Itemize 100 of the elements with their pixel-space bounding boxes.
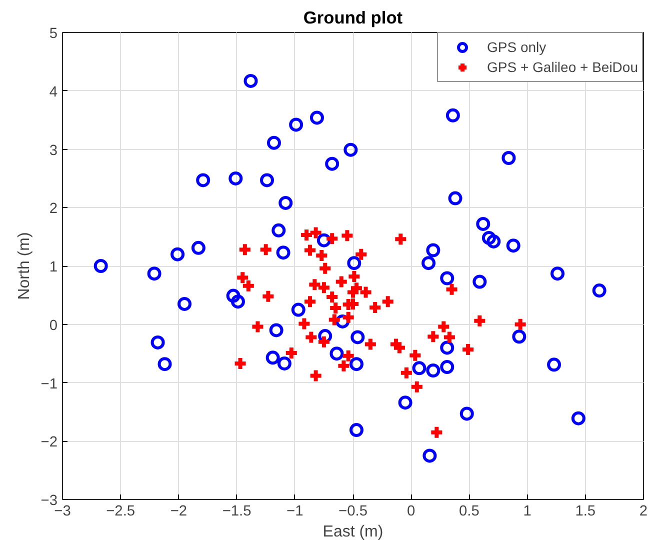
point (237, 242, 252, 258)
point (289, 118, 304, 132)
y-tick-label: 1 (49, 260, 58, 276)
point (307, 277, 322, 292)
x-tick-label: 0.5 (459, 504, 480, 520)
point (380, 294, 396, 310)
point (349, 357, 364, 372)
point (334, 274, 349, 290)
point (226, 288, 240, 303)
point (444, 282, 460, 297)
point (571, 411, 586, 426)
point (147, 266, 162, 281)
point (354, 246, 369, 262)
x-tick-label: −2.5 (106, 504, 136, 520)
point (178, 296, 192, 311)
point (426, 364, 440, 378)
point (150, 335, 165, 350)
point (316, 334, 332, 350)
point (250, 319, 266, 334)
point (486, 234, 501, 248)
point (266, 350, 280, 365)
point (350, 330, 365, 344)
point (392, 340, 407, 356)
x-tick-label: −1 (286, 504, 304, 520)
point (446, 108, 460, 122)
point (344, 142, 358, 157)
point (228, 171, 243, 186)
point (547, 358, 562, 372)
point (592, 284, 606, 298)
x-tick-label: −0.5 (338, 504, 368, 520)
point (476, 216, 490, 231)
point (318, 260, 333, 276)
legend-label: GPS only (487, 39, 546, 55)
point (408, 348, 423, 363)
point (448, 191, 462, 206)
point (230, 294, 245, 309)
x-tick-label: 2 (639, 504, 648, 520)
point (512, 316, 528, 332)
y-tick-label: 4 (49, 84, 58, 100)
point (316, 280, 332, 296)
point (440, 360, 454, 374)
point (324, 231, 340, 246)
point (429, 424, 444, 440)
point (482, 230, 496, 245)
point (398, 365, 414, 380)
point (512, 330, 526, 344)
point (412, 361, 426, 376)
point (304, 330, 319, 345)
point (409, 379, 424, 394)
point (325, 156, 340, 171)
y-tick-label: 0 (49, 318, 58, 334)
point (158, 357, 172, 372)
point (506, 238, 520, 253)
point (308, 368, 324, 384)
point (472, 274, 487, 289)
point (460, 406, 474, 421)
point (426, 243, 440, 258)
x-axis-title: East (m) (322, 524, 384, 540)
point (266, 136, 281, 150)
x-tick-label: −2 (170, 504, 188, 520)
point (277, 356, 292, 370)
point (472, 313, 488, 328)
x-tick-label: 1 (523, 504, 532, 520)
point (440, 271, 454, 286)
y-tick-label: 5 (49, 26, 58, 42)
point (422, 448, 437, 463)
point (291, 302, 306, 317)
point (196, 173, 210, 188)
chart-title: Ground plot (303, 8, 403, 28)
point (326, 312, 342, 328)
point (260, 173, 274, 188)
point (340, 310, 356, 325)
x-tick-label: 1.5 (575, 504, 596, 520)
x-tick-label: −1.5 (222, 504, 252, 520)
point (358, 284, 374, 300)
point (347, 256, 362, 270)
y-tick-label: 3 (49, 142, 58, 159)
point (436, 319, 452, 334)
point (191, 240, 206, 255)
point (244, 74, 258, 88)
point (260, 288, 276, 304)
y-axis-title: North (m) (16, 232, 33, 300)
point (240, 278, 256, 294)
point (310, 110, 324, 125)
point (258, 242, 274, 258)
point (398, 396, 412, 410)
point (442, 330, 457, 345)
point (502, 151, 516, 165)
point (393, 232, 408, 247)
point (349, 423, 364, 438)
point (94, 259, 108, 273)
point (278, 196, 293, 210)
point (276, 246, 290, 260)
y-tick-label: −3 (40, 493, 58, 509)
point (362, 336, 378, 352)
point (170, 247, 185, 262)
point (272, 223, 286, 238)
x-tick-label: 0 (407, 504, 416, 520)
point (340, 228, 355, 244)
point (330, 346, 344, 361)
